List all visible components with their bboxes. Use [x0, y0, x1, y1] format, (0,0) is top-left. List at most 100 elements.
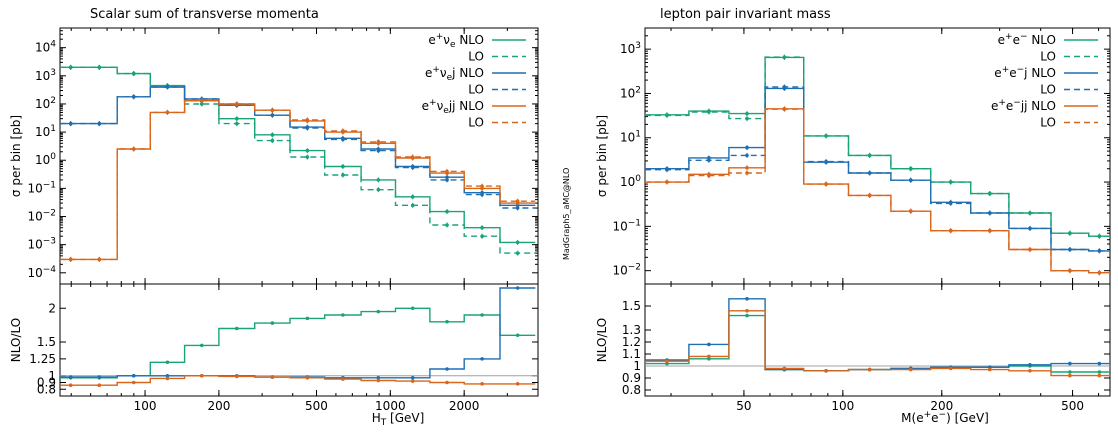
ratio-point: [305, 316, 310, 321]
ratio-point: [707, 342, 711, 347]
ratio-point: [68, 375, 73, 379]
ratio-point: [515, 382, 520, 386]
ratio-point: [341, 313, 345, 317]
ratio-tick-label: 1.2: [622, 335, 641, 349]
ratio-point: [305, 375, 310, 380]
ratio-point: [1097, 373, 1102, 378]
y-tick-label: 10−1: [27, 180, 56, 195]
ratio-point: [445, 367, 449, 371]
y-tick-label: 101: [620, 130, 641, 145]
ratio-tick-label: 1.25: [29, 352, 56, 366]
ratio-point: [782, 366, 787, 371]
series-line-orange-lo: [645, 108, 1110, 274]
ratio-point: [1068, 361, 1072, 366]
watermark-text: MadGraph5_aMC@NLO: [562, 168, 571, 260]
ratio-y-axis-label: NLO/LO: [595, 318, 609, 362]
ratio-point: [410, 379, 415, 383]
ratio-point: [1068, 373, 1072, 378]
ratio-line-green: [60, 307, 536, 379]
x-tick-label: 200: [207, 399, 230, 413]
y-tick-label: 103: [620, 41, 641, 56]
y-tick-label: 10−1: [612, 218, 641, 233]
ratio-line-blue: [645, 298, 1110, 372]
ratio-series-group: [645, 297, 1110, 378]
y-tick-label: 102: [35, 96, 56, 111]
ratio-point: [745, 313, 749, 318]
ratio-point: [445, 319, 449, 324]
ratio-point: [131, 380, 136, 385]
main-series-group: [645, 54, 1110, 276]
ratio-point: [410, 306, 415, 311]
legend-label: LO: [1040, 50, 1056, 64]
ratio-point: [1097, 361, 1102, 366]
ratio-point: [988, 367, 992, 372]
ratio-point: [235, 374, 239, 379]
legend-label: e+νe NLO: [428, 32, 484, 50]
ratio-tick-label: 0.8: [37, 382, 56, 396]
series-line-blue-lo: [645, 86, 1110, 252]
ratio-point: [270, 375, 275, 379]
ratio-tick-label: 1: [633, 359, 641, 373]
ratio-tick-label: 2: [48, 301, 56, 315]
ratio-y-axis-label: NLO/LO: [9, 318, 23, 362]
main-series-group: [60, 64, 536, 262]
ratio-plot-frame: [59, 283, 539, 397]
ratio-point: [948, 366, 953, 371]
chart-title: Scalar sum of transverse momenta: [90, 7, 319, 22]
ratio-line-orange: [60, 375, 536, 386]
x-tick-label: 2000: [449, 399, 480, 413]
x-tick-label: 100: [134, 399, 157, 413]
ratio-point: [665, 359, 669, 364]
ratio-tick-label: 0.9: [37, 376, 56, 390]
ratio-point: [480, 357, 484, 361]
legend-label: e+e−jj NLO: [991, 98, 1056, 113]
ratio-tick-label: 0.9: [622, 371, 641, 385]
ratio-tick-label: 1.3: [622, 323, 641, 337]
ratio-point: [165, 376, 170, 381]
legend-label: LO: [468, 83, 484, 97]
ratio-point: [707, 354, 711, 359]
y-axis-label: σ per bin [pb]: [9, 115, 23, 197]
ratio-tick-label: 1.5: [37, 335, 56, 349]
series-line-orange-lo: [60, 100, 536, 261]
ratio-point: [445, 380, 449, 385]
legend-label: e+νejj NLO: [422, 98, 484, 116]
chart-title: lepton pair invariant mass: [660, 7, 831, 22]
ratio-point: [199, 343, 204, 348]
ratio-tick-label: 0.8: [622, 383, 641, 397]
y-tick-label: 102: [620, 85, 641, 100]
x-tick-label: 200: [930, 399, 953, 413]
ratio-point: [515, 333, 520, 338]
ratio-point: [97, 383, 102, 388]
x-tick-label: 500: [1061, 399, 1084, 413]
legend-label: LO: [1040, 83, 1056, 97]
legend-label: e+e−j NLO: [994, 65, 1056, 80]
ratio-line-blue: [60, 287, 536, 379]
legend-label: LO: [1040, 116, 1056, 130]
x-axis-label: M(e+e−) [GeV]: [901, 410, 989, 425]
ratio-point: [97, 375, 102, 379]
legend-label: e+e− NLO: [998, 32, 1056, 47]
legend-label: e+νej NLO: [425, 65, 484, 83]
ratio-point: [480, 313, 484, 317]
ratio-point: [1097, 370, 1102, 374]
ratio-point: [341, 377, 345, 381]
series-line-green-lo: [60, 66, 536, 254]
ratio-point: [824, 369, 828, 373]
y-tick-label: 100: [35, 152, 56, 167]
y-tick-label: 104: [35, 40, 56, 55]
ratio-point: [165, 373, 170, 378]
y-tick-label: 10−2: [27, 209, 56, 224]
y-tick-label: 10−4: [27, 265, 56, 280]
ratio-point: [376, 375, 381, 380]
ratio-tick-label: 1: [48, 369, 56, 383]
ratio-point: [1068, 370, 1072, 374]
series-line-blue-lo: [60, 86, 536, 209]
ratio-point: [480, 382, 484, 386]
ratio-point: [68, 383, 73, 388]
ratio-point: [745, 309, 749, 313]
y-tick-label: 10−2: [612, 263, 641, 278]
ratio-point: [908, 367, 913, 372]
series-line-orange-nlo: [645, 108, 1110, 274]
